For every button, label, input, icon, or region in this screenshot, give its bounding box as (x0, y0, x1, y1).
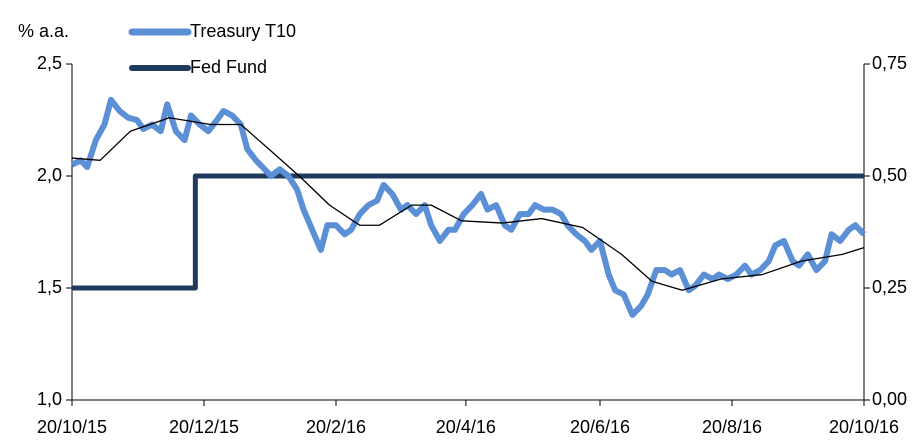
y2-tick-label: 0,00 (872, 389, 907, 409)
series-line (71, 117, 865, 291)
x-tick-label: 20/12/15 (169, 417, 239, 437)
x-tick-label: 20/2/16 (306, 417, 366, 437)
y2-tick-label: 0,50 (872, 165, 907, 185)
x-tick-label: 20/4/16 (436, 417, 496, 437)
y-tick-label: 1,0 (37, 389, 62, 409)
y-axis-label: % a.a. (18, 21, 69, 41)
series-line (70, 96, 867, 318)
y2-tick-label: 0,25 (872, 277, 907, 297)
x-tick-label: 20/8/16 (702, 417, 762, 437)
x-tick-label: 20/10/15 (37, 417, 107, 437)
legend-label: Fed Fund (190, 57, 267, 77)
x-tick-label: 20/6/16 (570, 417, 630, 437)
y-tick-label: 2,5 (37, 53, 62, 73)
y-tick-label: 2,0 (37, 165, 62, 185)
legend-label: Treasury T10 (190, 21, 296, 41)
series-line (72, 173, 864, 291)
y-tick-label: 1,5 (37, 277, 62, 297)
y2-tick-label: 0,75 (872, 53, 907, 73)
x-tick-label: 20/10/16 (829, 417, 899, 437)
